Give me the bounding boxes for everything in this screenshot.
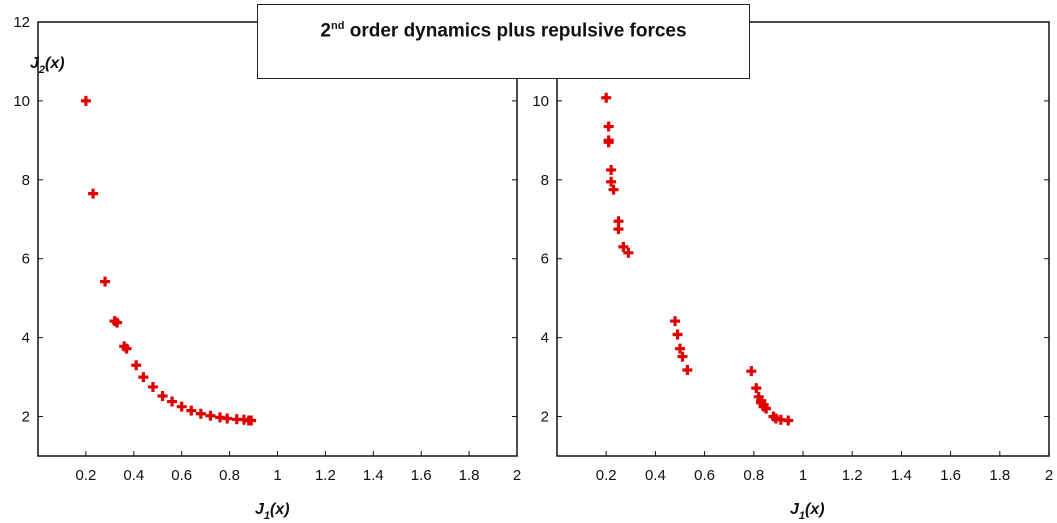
right-y-axis: 2 4 6 8 10 [532,93,1049,426]
figure-title: 2nd order dynamics plus repulsive forces [320,20,687,42]
x-tick-label: 1.2 [842,467,863,484]
y-tick-label: 2 [541,409,549,426]
y-tick-label: 4 [22,330,30,347]
data-point [606,164,617,175]
data-point [618,241,629,252]
y-tick-label: 6 [541,251,549,268]
data-point [147,381,158,392]
data-point [157,391,168,402]
data-point [783,415,794,426]
left-scatter-panel: 2 4 6 8 10 12 0.2 0.4 0.6 0.8 1 1.2 1.4 1.6 1.8 2 J2(x… [13,14,521,522]
x-tick-label: 0.8 [219,467,240,484]
left-x-axis: 0.2 0.4 0.6 0.8 1 1.2 1.4 1.6 1.8 2 [75,451,521,484]
left-y-axis: 2 4 6 8 10 12 [13,14,517,426]
y-tick-label: 10 [532,93,549,110]
x-tick-label: 1 [799,467,807,484]
data-point [176,401,187,412]
data-point [761,403,772,414]
right-scatter-panel: 2 4 6 8 10 0.2 0.4 0.6 0.8 1 1.2 1.4 1.6 1.8 2 J1(x) [532,21,1053,522]
data-point [195,408,206,419]
data-point [603,121,614,132]
x-tick-label: 0.2 [75,467,96,484]
y-tick-label: 6 [22,251,30,268]
y-tick-label: 4 [541,330,549,347]
x-tick-label: 0.8 [743,467,764,484]
data-point [131,360,142,371]
y-tick-label: 2 [22,409,30,426]
data-point [121,343,132,354]
data-point [672,329,683,340]
y-tick-label: 12 [13,14,30,31]
x-tick-label: 1.4 [363,467,384,484]
right-x-axis: 0.2 0.4 0.6 0.8 1 1.2 1.4 1.6 1.8 2 [596,451,1053,484]
data-point [88,188,99,199]
data-point [613,224,624,235]
x-tick-label: 1.6 [940,467,961,484]
x-tick-label: 1.8 [459,467,480,484]
x-tick-label: 1.2 [315,467,336,484]
left-y-axis-label: J2(x) [30,55,65,76]
data-point [100,276,111,287]
data-point [138,372,149,383]
data-point [751,383,762,394]
x-tick-label: 1.6 [411,467,432,484]
data-point [205,410,216,421]
right-data-points [601,92,794,426]
data-point [623,247,634,258]
data-point [186,405,197,416]
figure-title-box: 2nd order dynamics plus repulsive forces [257,4,750,79]
x-tick-label: 0.6 [694,467,715,484]
x-tick-label: 2 [1045,467,1053,484]
left-x-axis-label: J1(x) [255,501,290,522]
data-point [746,366,757,377]
x-tick-label: 0.6 [171,467,192,484]
data-point [167,396,178,407]
data-point [80,95,91,106]
data-point [603,137,614,148]
data-point [606,176,617,187]
y-tick-label: 8 [541,172,549,189]
data-point [608,184,619,195]
left-plot-frame [37,21,518,457]
data-point [112,317,123,328]
data-point [675,343,685,354]
y-tick-label: 10 [13,93,30,110]
y-tick-label: 8 [22,172,30,189]
x-tick-label: 1.4 [891,467,912,484]
data-point [670,316,681,327]
x-tick-label: 1.8 [989,467,1010,484]
data-point [601,92,612,103]
x-tick-label: 0.2 [596,467,617,484]
right-x-axis-label: J1(x) [790,501,825,522]
data-point [222,413,233,424]
x-tick-label: 0.4 [645,467,666,484]
x-tick-label: 2 [513,467,521,484]
x-tick-label: 1 [273,467,281,484]
data-point [677,351,688,362]
left-data-points [80,95,257,426]
x-tick-label: 0.4 [123,467,144,484]
right-plot-frame [556,21,1050,457]
data-point [246,415,257,426]
data-point [682,364,693,375]
